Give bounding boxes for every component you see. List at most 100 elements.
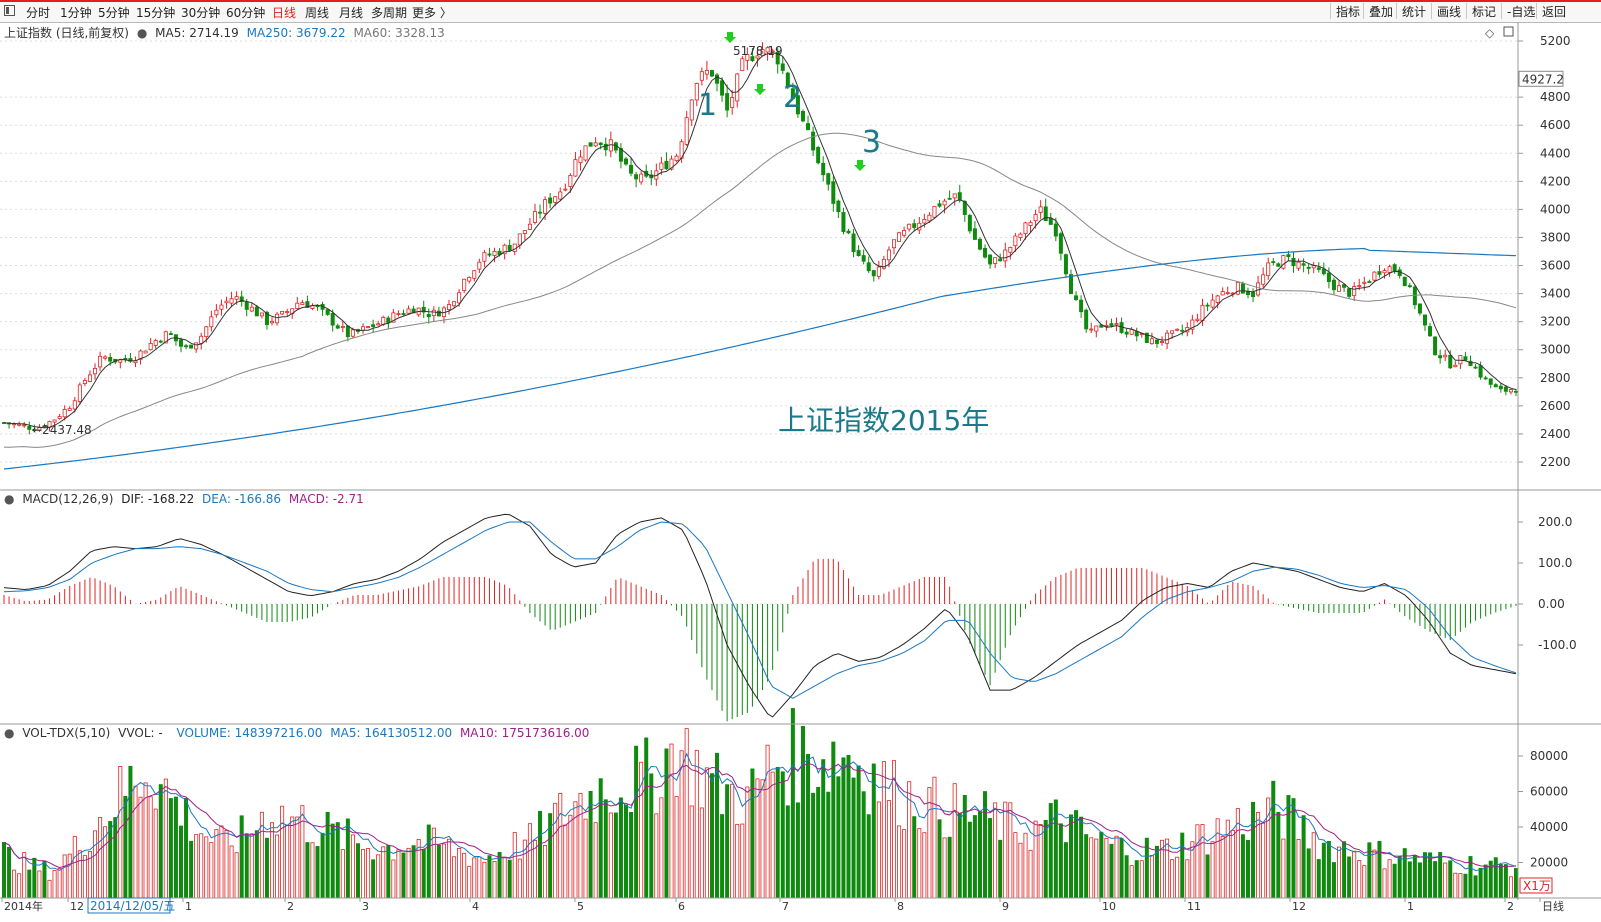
- candle-body: [204, 326, 209, 338]
- volume-bar: [1412, 855, 1417, 899]
- volume-bar: [290, 816, 295, 899]
- volume-bar: [1493, 857, 1498, 899]
- volume-bar: [118, 766, 123, 899]
- volume-bar: [1109, 843, 1114, 899]
- candle-body: [1276, 263, 1281, 267]
- candle-body: [1124, 331, 1129, 335]
- period-tab-9[interactable]: 多周期: [371, 6, 408, 20]
- candle-body: [593, 142, 598, 147]
- volume-bar: [1129, 865, 1134, 899]
- candle-body: [1008, 247, 1013, 253]
- volume-bar: [27, 869, 32, 899]
- vol-ma10-label: MA10: 175173616.00: [459, 726, 590, 740]
- volume-bar: [436, 844, 441, 899]
- main-tick-label: 5200: [1540, 34, 1571, 48]
- toolbar-button-5[interactable]: -自选: [1501, 3, 1535, 19]
- candle-body: [1134, 331, 1139, 337]
- period-tab-0[interactable]: 分时: [26, 6, 51, 20]
- volume-bar: [1443, 862, 1448, 899]
- volume-bar: [1195, 824, 1200, 899]
- volume-bar: [512, 832, 517, 899]
- toolbar-button-4[interactable]: 标记: [1466, 3, 1496, 19]
- period-tab-3[interactable]: 15分钟: [136, 6, 176, 20]
- candle-body: [1038, 206, 1043, 213]
- toolbar-button-2[interactable]: 统计: [1396, 3, 1426, 19]
- period-tab-2[interactable]: 5分钟: [98, 6, 130, 20]
- x-label: 9: [1002, 900, 1009, 913]
- candle-body: [1281, 255, 1286, 269]
- candle-body: [1331, 279, 1336, 291]
- period-tab-6[interactable]: 日线: [272, 6, 297, 20]
- candle-body: [1463, 356, 1468, 361]
- volume-bar: [1276, 811, 1281, 899]
- volume-bar: [1068, 814, 1073, 899]
- candle-body: [457, 292, 462, 304]
- candle-body: [1079, 299, 1084, 313]
- candle-body: [603, 143, 608, 151]
- candle-body: [1488, 378, 1493, 385]
- candle-body: [1094, 325, 1099, 332]
- panel-toggle-icon[interactable]: [4, 5, 15, 16]
- candle-body: [517, 233, 522, 246]
- volume-bar: [1498, 864, 1503, 899]
- volume-bar: [942, 837, 947, 899]
- x-label: 2: [1507, 900, 1514, 913]
- main-tick-label: 2600: [1540, 399, 1571, 413]
- candle-body: [224, 300, 229, 304]
- candle-body: [1306, 266, 1311, 269]
- candle-body: [254, 306, 259, 317]
- grid-lines: [0, 40, 1518, 605]
- volume-bar: [275, 834, 280, 899]
- volume-bar: [1428, 852, 1433, 899]
- main-tick-label: 4000: [1540, 202, 1571, 216]
- volume-bar: [806, 753, 811, 899]
- period-tab-10[interactable]: 更多 〉: [412, 6, 452, 20]
- volume-bar: [947, 836, 952, 899]
- maximize-icon: [1503, 26, 1514, 37]
- candle-body: [285, 311, 290, 313]
- candle-body: [1205, 304, 1210, 307]
- toolbar-button-0[interactable]: 指标: [1330, 3, 1360, 19]
- volume-bar: [1225, 819, 1230, 899]
- period-tab-5[interactable]: 60分钟: [226, 6, 266, 20]
- volume-bar: [1261, 822, 1266, 899]
- toolbar-button-3[interactable]: 画线: [1431, 3, 1461, 19]
- x-label: 12: [70, 900, 84, 913]
- period-tab-7[interactable]: 周线: [305, 6, 330, 20]
- candle-body: [634, 174, 639, 180]
- candle-body: [381, 316, 386, 325]
- volume-bar: [932, 776, 937, 899]
- candle-body: [927, 214, 932, 222]
- candle-body: [1352, 286, 1357, 297]
- candle-body: [1508, 389, 1513, 393]
- volume-bar: [543, 845, 548, 899]
- volume-bar: [1372, 849, 1377, 899]
- volume-bar: [846, 754, 851, 899]
- candle-body: [178, 339, 183, 347]
- volume-bar: [47, 879, 52, 899]
- candle-body: [366, 326, 371, 328]
- period-tab-4[interactable]: 30分钟: [181, 6, 221, 20]
- candle-body: [811, 131, 816, 151]
- candle-body: [972, 228, 977, 240]
- volume-bar: [1281, 838, 1286, 899]
- volume-bar: [785, 805, 790, 899]
- volume-bar: [482, 861, 487, 899]
- volume-bar: [12, 869, 17, 899]
- period-tab-1[interactable]: 1分钟: [60, 6, 92, 20]
- volume-bar: [922, 832, 927, 899]
- candle-body: [93, 368, 98, 375]
- period-tab-8[interactable]: 月线: [339, 6, 364, 20]
- macd-tick-label: 100.0: [1538, 556, 1572, 570]
- down-arrow-icon: [854, 160, 866, 171]
- volume-bar: [623, 804, 628, 899]
- candle-body: [168, 333, 173, 335]
- candle-body: [1412, 286, 1417, 306]
- main-tick-label: 4200: [1540, 174, 1571, 188]
- toolbar-button-6[interactable]: 返回: [1536, 3, 1566, 19]
- candle-body: [502, 244, 507, 255]
- volume-bar: [1377, 840, 1382, 899]
- vol-panel-header: ● VOL-TDX(5,10) VVOL: - VOLUME: 14839721…: [4, 726, 593, 740]
- toolbar-button-1[interactable]: 叠加: [1363, 3, 1393, 19]
